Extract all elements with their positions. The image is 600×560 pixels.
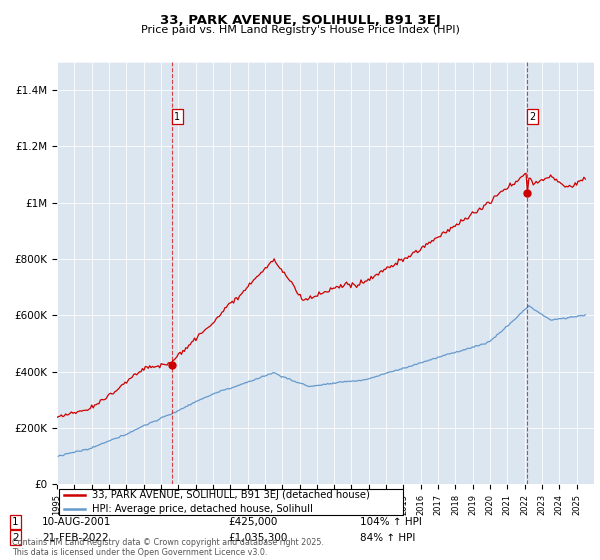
Text: HPI: Average price, detached house, Solihull: HPI: Average price, detached house, Soli…: [92, 504, 313, 514]
Text: 1: 1: [12, 517, 19, 527]
Text: £1,035,300: £1,035,300: [228, 533, 287, 543]
Text: 2: 2: [530, 111, 536, 122]
Text: 33, PARK AVENUE, SOLIHULL, B91 3EJ (detached house): 33, PARK AVENUE, SOLIHULL, B91 3EJ (deta…: [92, 491, 370, 500]
Text: 104% ↑ HPI: 104% ↑ HPI: [360, 517, 422, 527]
Text: Price paid vs. HM Land Registry's House Price Index (HPI): Price paid vs. HM Land Registry's House …: [140, 25, 460, 35]
Text: 33, PARK AVENUE, SOLIHULL, B91 3EJ: 33, PARK AVENUE, SOLIHULL, B91 3EJ: [160, 14, 440, 27]
Text: 2: 2: [12, 533, 19, 543]
FancyBboxPatch shape: [59, 489, 403, 515]
Text: 21-FEB-2022: 21-FEB-2022: [42, 533, 109, 543]
Text: Contains HM Land Registry data © Crown copyright and database right 2025.
This d: Contains HM Land Registry data © Crown c…: [12, 538, 324, 557]
Text: 1: 1: [174, 111, 181, 122]
Text: 84% ↑ HPI: 84% ↑ HPI: [360, 533, 415, 543]
Text: £425,000: £425,000: [228, 517, 277, 527]
Text: 10-AUG-2001: 10-AUG-2001: [42, 517, 112, 527]
